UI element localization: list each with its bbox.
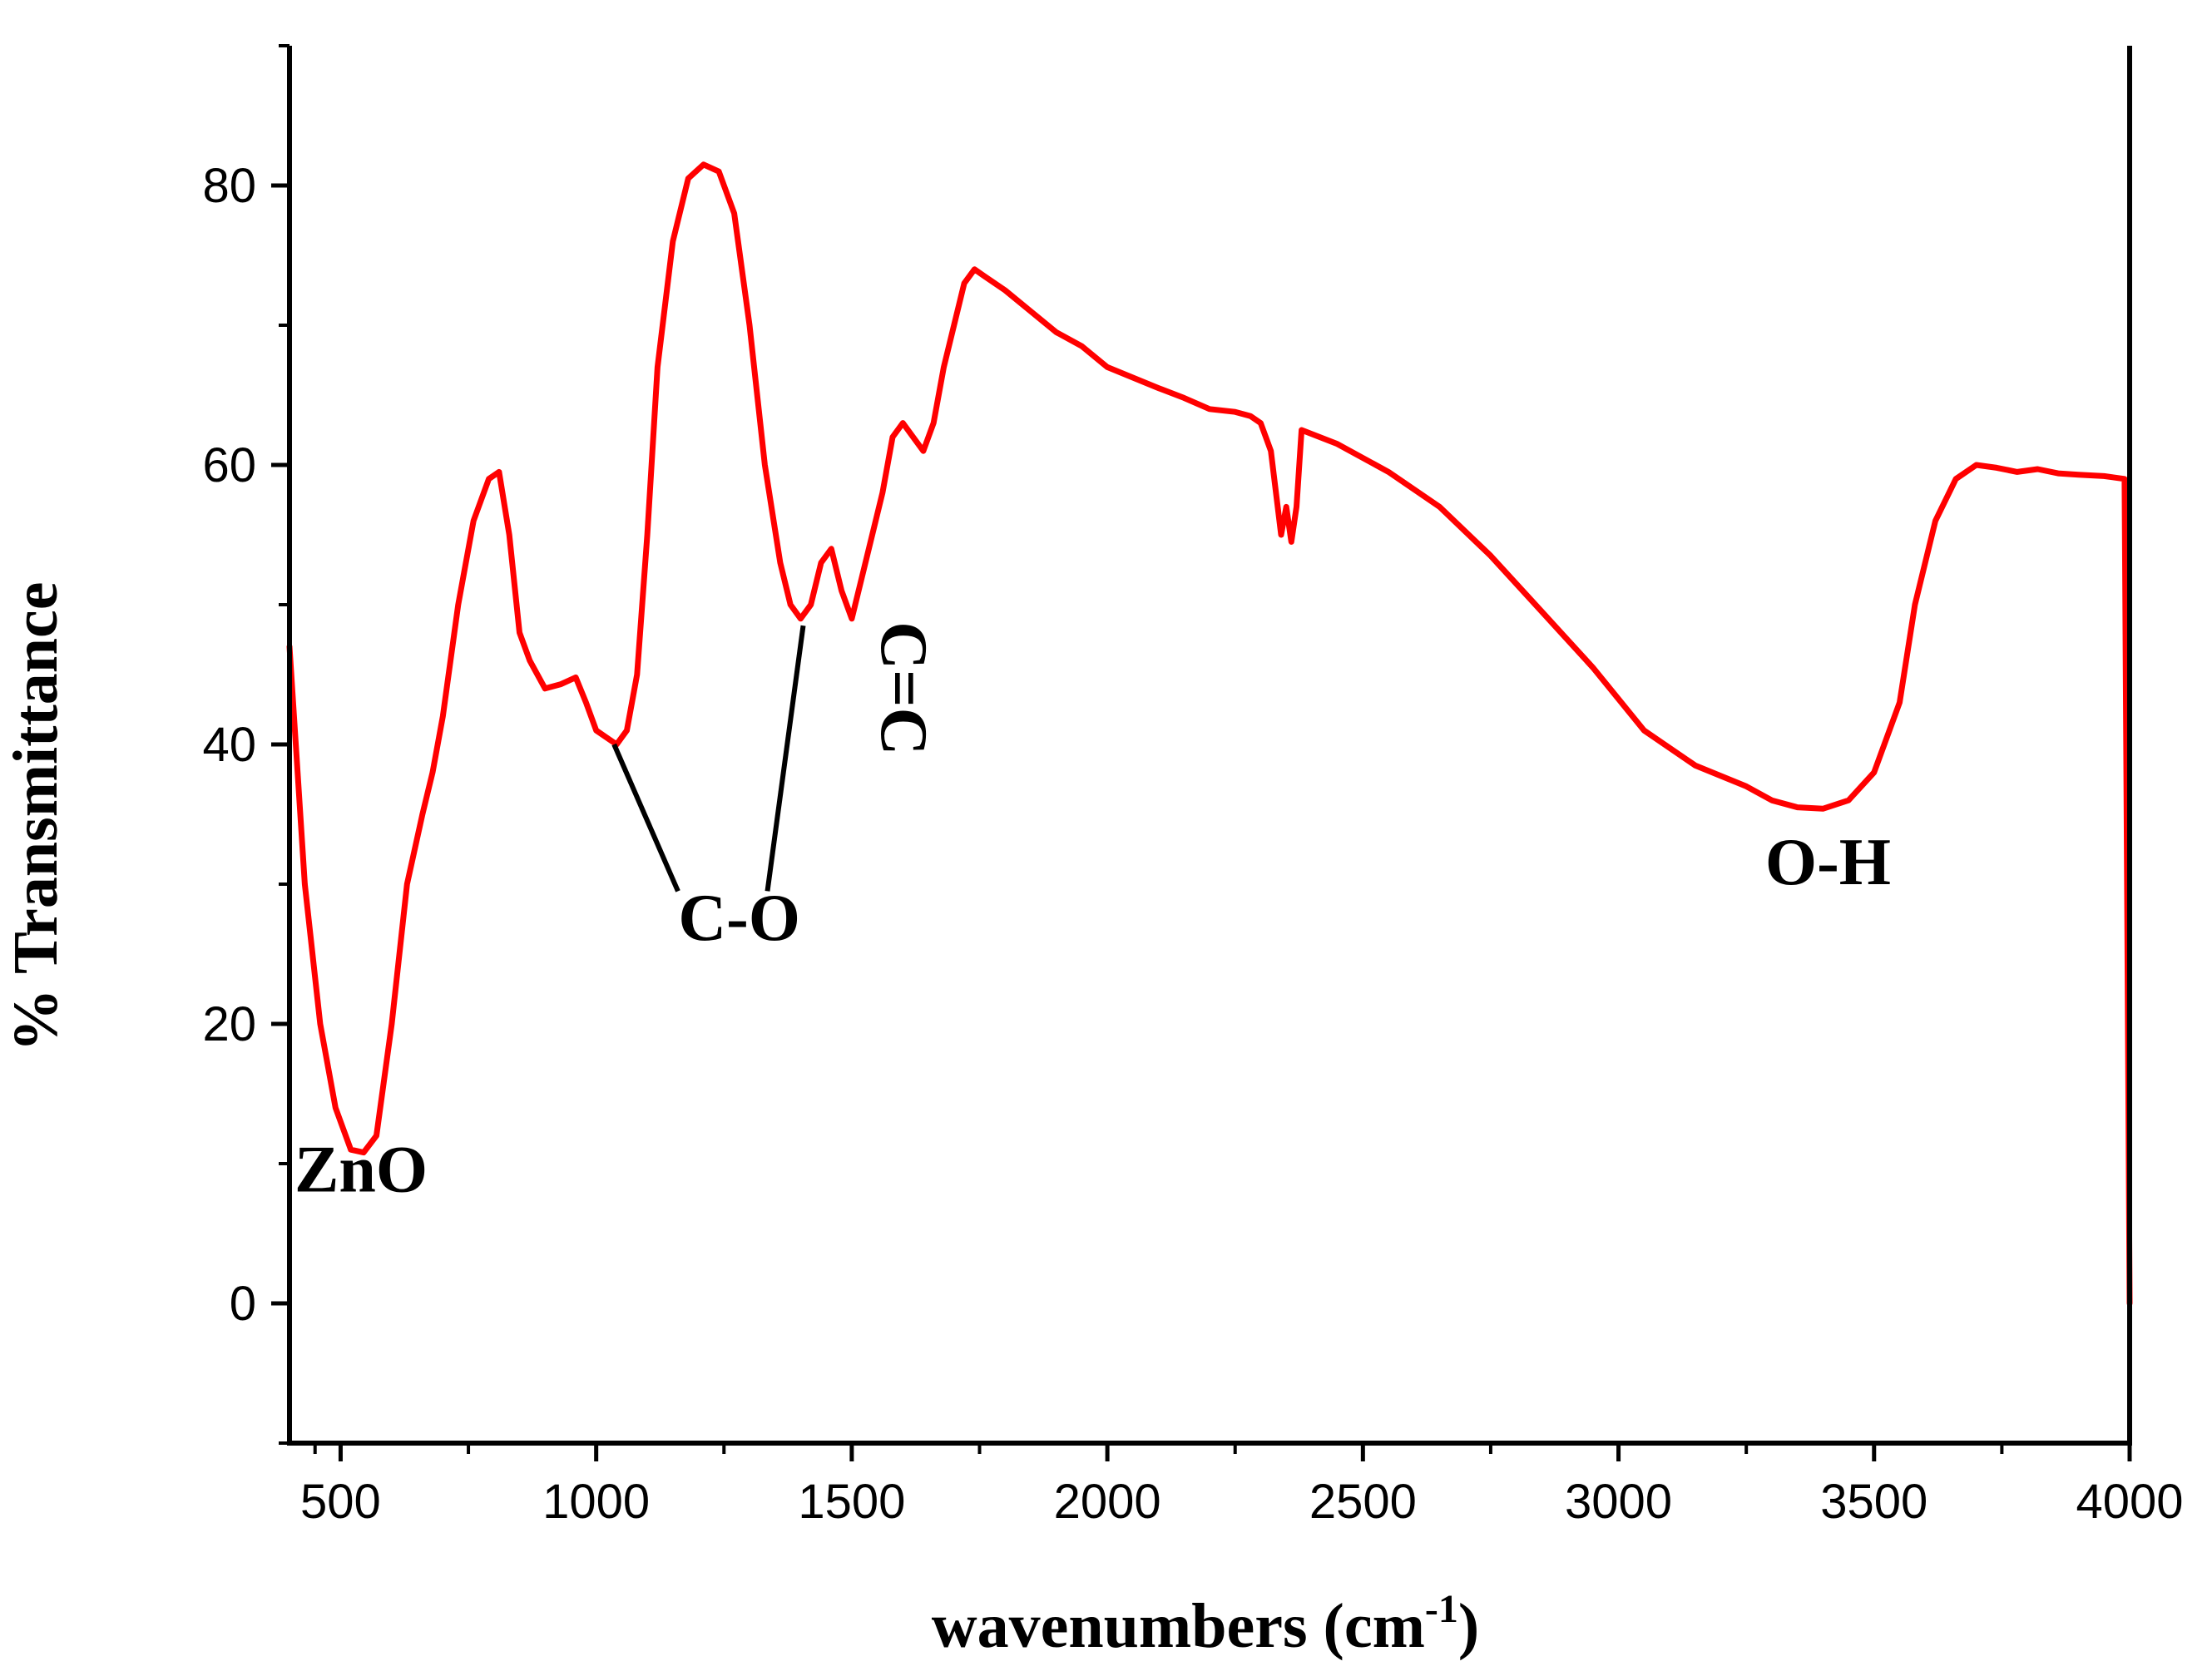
spectrum-line bbox=[286, 161, 2133, 1307]
x-tick-label: 2000 bbox=[1054, 1475, 1161, 1529]
callout-line bbox=[765, 625, 806, 892]
x-axis-title: wavenumbers (cm-1) bbox=[932, 1587, 1479, 1661]
x-tick-label: 4000 bbox=[2076, 1475, 2183, 1529]
x-tick-label: 1500 bbox=[798, 1475, 905, 1529]
y-tick-label: 60 bbox=[202, 438, 256, 492]
y-tick-label: 40 bbox=[202, 718, 256, 772]
annotation-label: C=C bbox=[867, 621, 940, 755]
x-axis-title-superscript: -1 bbox=[1425, 1587, 1458, 1631]
x-tick-label: 3000 bbox=[1565, 1475, 1672, 1529]
ticks-group: 500 1000 1500 2000 2500 3000 3500 4000 0 20 40 60 80 bbox=[202, 44, 2184, 1529]
x-tick-label: 2500 bbox=[1309, 1475, 1417, 1529]
y-tick-label: 20 bbox=[202, 997, 256, 1051]
x-tick-label: 500 bbox=[300, 1475, 381, 1529]
x-tick-label: 3500 bbox=[1820, 1475, 1927, 1529]
axes-group bbox=[287, 46, 2132, 1446]
x-axis-title-main: wavenumbers (cm bbox=[932, 1591, 1425, 1661]
x-axis-title-suffix: ) bbox=[1458, 1591, 1479, 1661]
y-tick-label: 0 bbox=[230, 1277, 256, 1331]
x-tick-label: 1000 bbox=[542, 1475, 650, 1529]
annotation-label: O-H bbox=[1765, 826, 1891, 899]
series-group bbox=[286, 161, 2133, 1307]
annotation-label: ZnO bbox=[294, 1134, 428, 1207]
y-axis-title: % Transmittance bbox=[1, 581, 71, 1051]
annotation-label: C-O bbox=[678, 882, 800, 955]
y-tick-label: 80 bbox=[202, 159, 256, 213]
callout-group bbox=[611, 625, 806, 892]
callout-line bbox=[611, 743, 680, 892]
annotation-group: ZnO C-O C=C O-H bbox=[294, 621, 1891, 1206]
